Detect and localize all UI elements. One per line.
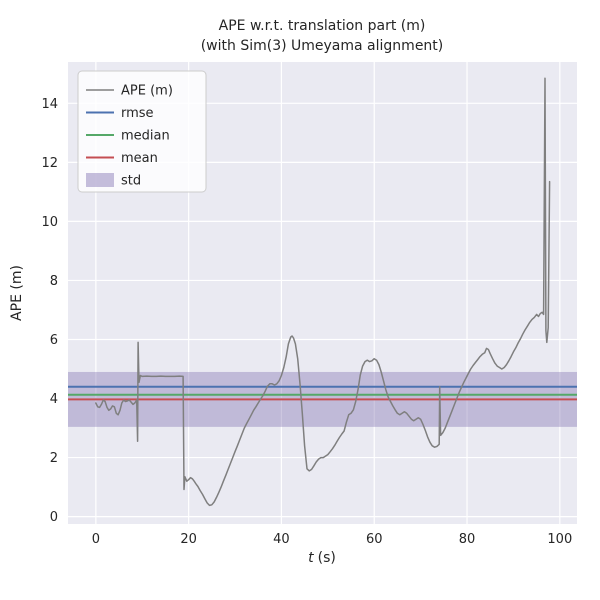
legend: APE (m) rmse median mean std — [77, 70, 207, 193]
x-tick-label: 60 — [366, 532, 383, 547]
y-tick-labels: 0 2 4 6 8 10 12 14 — [41, 97, 58, 525]
y-tick-label: 0 — [50, 510, 58, 525]
ape-line — [95, 77, 551, 507]
x-tick-label: 0 — [92, 532, 100, 547]
x-tick-label: 20 — [180, 532, 197, 547]
y-tick-label: 4 — [50, 392, 58, 407]
y-tick-label: 6 — [50, 333, 58, 348]
legend-label-median: median — [121, 129, 170, 144]
legend-box — [77, 70, 207, 193]
legend-label-rmse: rmse — [121, 106, 154, 121]
legend-label-ape-m-: APE (m) — [121, 84, 173, 99]
y-tick-label: 2 — [50, 451, 58, 466]
y-tick-label: 12 — [41, 156, 58, 171]
chart-title-line1: APE w.r.t. translation part (m) — [219, 18, 426, 34]
x-tick-label: 40 — [273, 532, 290, 547]
y-tick-label: 10 — [41, 215, 58, 230]
x-tick-labels: 0 20 40 60 80 100 — [92, 532, 573, 547]
y-tick-label: 14 — [41, 97, 58, 112]
legend-label-mean: mean — [121, 151, 158, 166]
chart-title-line2: (with Sim(3) Umeyama alignment) — [201, 38, 444, 54]
y-axis-label: APE (m) — [9, 265, 25, 321]
stat-lines-layer — [68, 385, 577, 401]
x-axis-label-variable: t — [308, 550, 314, 566]
x-tick-label: 100 — [547, 532, 572, 547]
ape-series-layer — [95, 77, 551, 507]
x-axis-label: t (s) — [308, 550, 336, 566]
y-tick-label: 8 — [50, 274, 58, 289]
x-tick-label: 80 — [459, 532, 476, 547]
legend-swatch-std — [86, 173, 114, 187]
x-axis-label-unit: (s) — [318, 550, 336, 566]
legend-label-std: std — [121, 174, 141, 189]
